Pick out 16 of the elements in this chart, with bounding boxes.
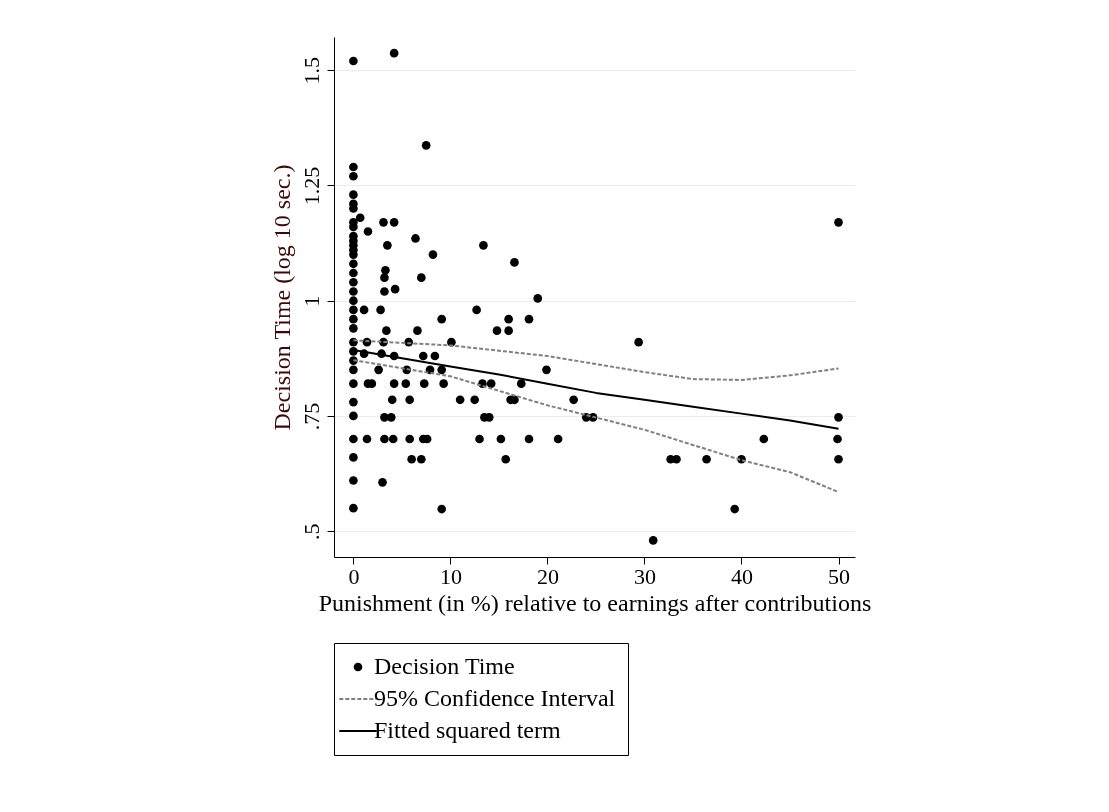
y-tick-label: 1.25 (298, 166, 324, 206)
legend-label: Fitted squared term (374, 717, 561, 743)
y-tick-label: .75 (298, 402, 324, 431)
y-tick-label: 1 (298, 295, 324, 307)
x-tick-label: 0 (348, 563, 360, 589)
legend-label: Decision Time (374, 653, 515, 679)
x-tick-label: 40 (730, 563, 753, 589)
x-axis-title: Punishment (in %) relative to earnings after contributions (318, 589, 872, 616)
x-tick-label: 30 (633, 563, 656, 589)
x-tick-label: 10 (439, 563, 462, 589)
x-tick-label: 50 (828, 563, 851, 589)
y-tick-label: .5 (298, 523, 324, 540)
y-tick-label: 1.5 (298, 56, 324, 85)
legend-label: 95% Confidence Interval (374, 685, 616, 711)
x-tick-label: 20 (536, 563, 559, 589)
y-axis-title: Decision Time (log 10 sec.) (268, 164, 295, 431)
